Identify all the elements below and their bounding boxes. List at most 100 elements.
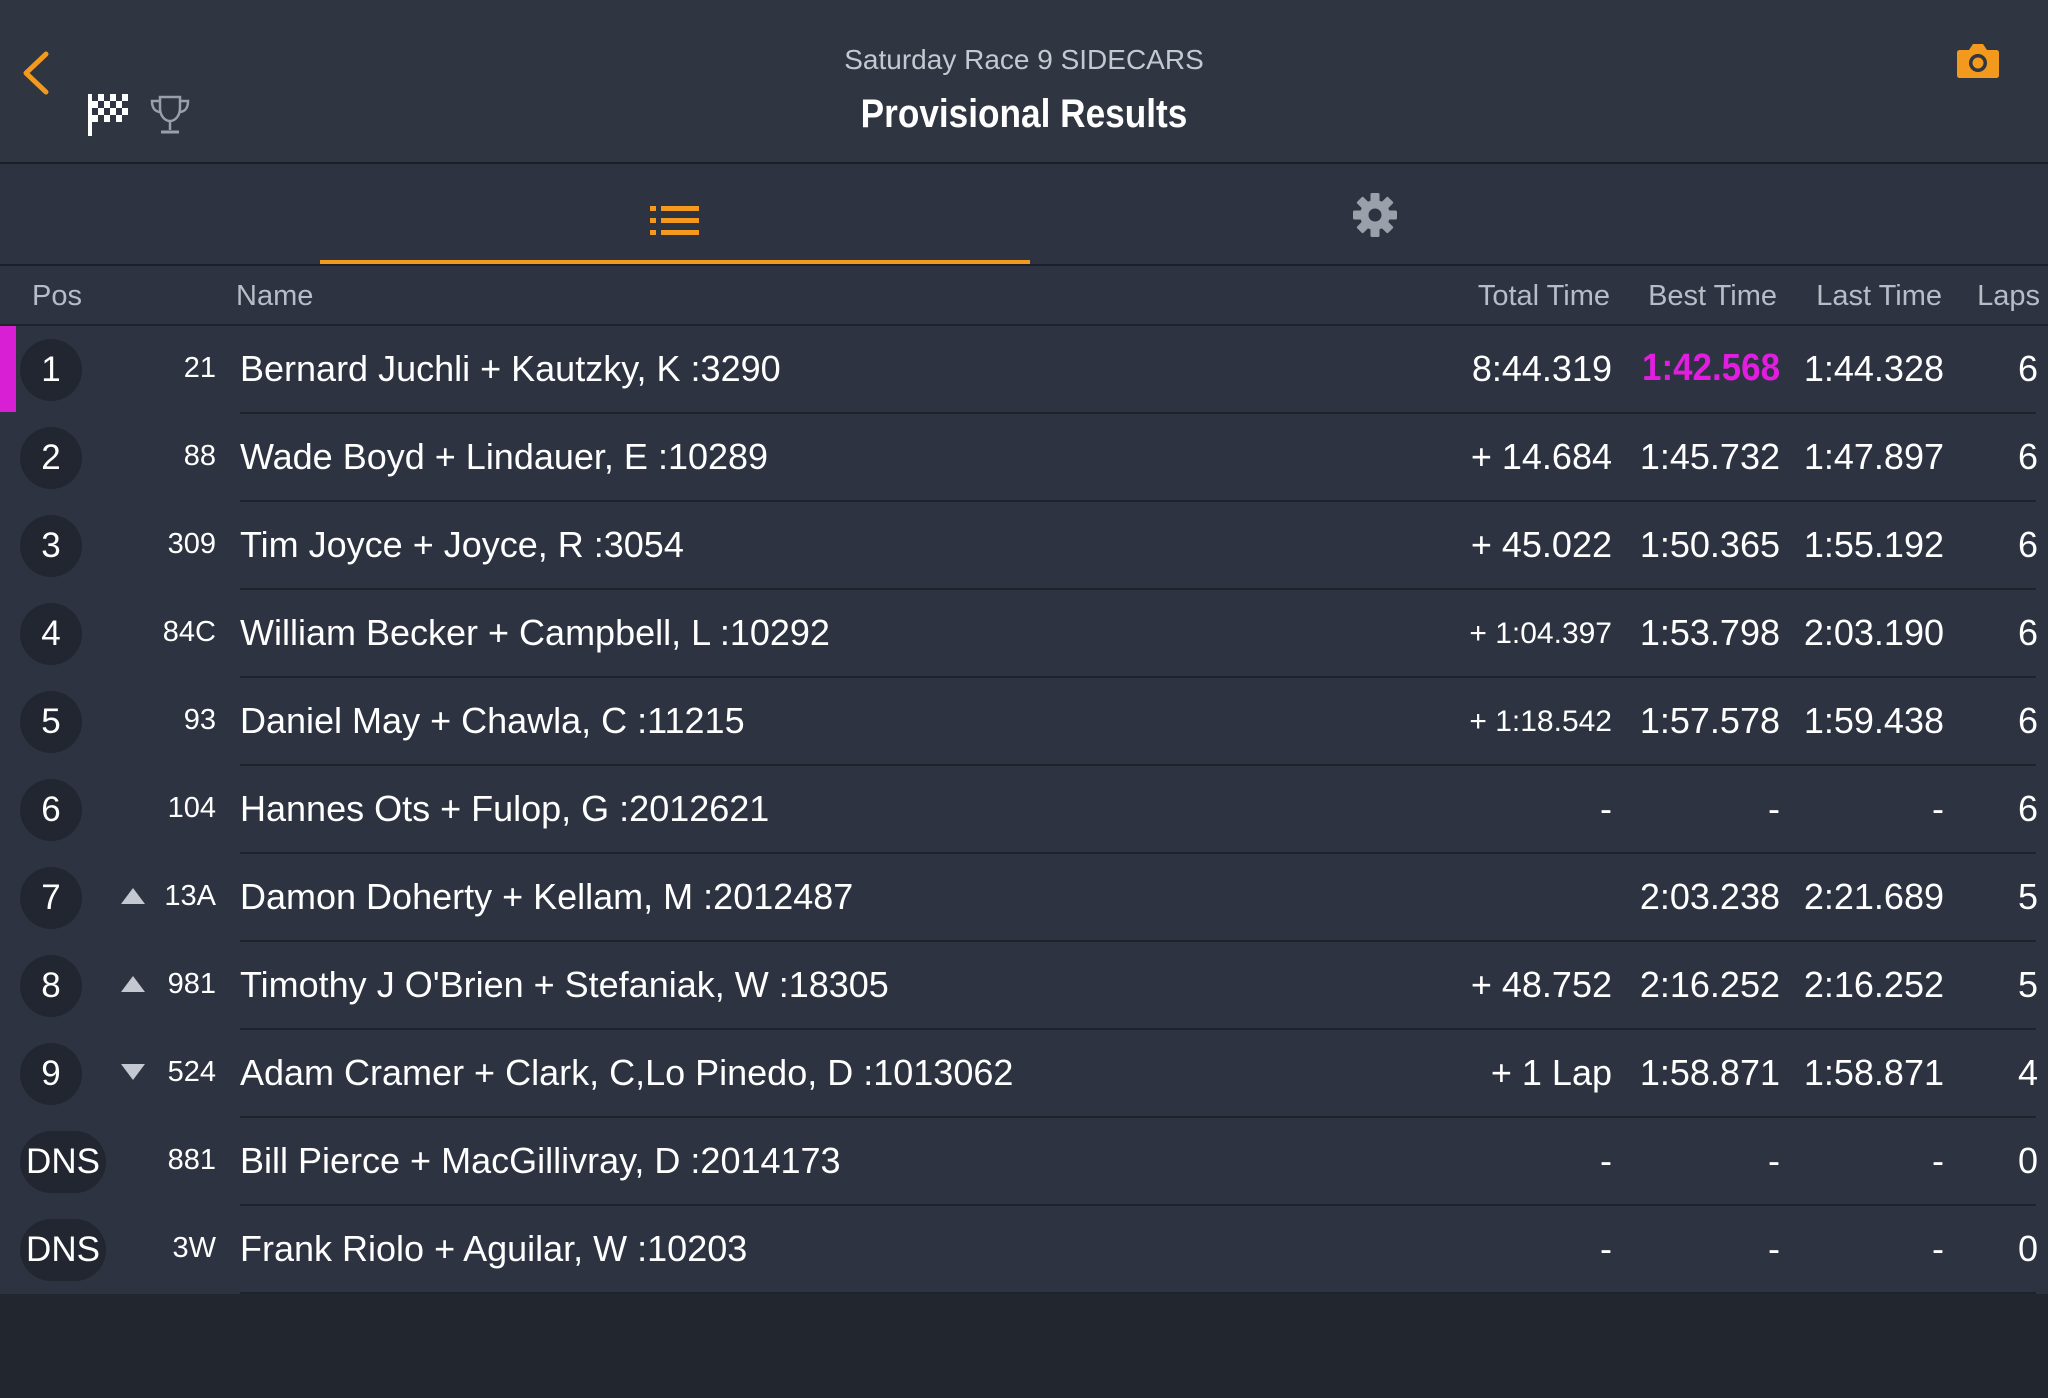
laps-count: 5 (2017, 964, 2038, 1005)
last-time: - (1932, 1140, 1944, 1181)
back-button[interactable] (18, 48, 58, 98)
position-badge: 1 (20, 339, 82, 401)
total-time: + 1:04.397 (1469, 617, 1612, 650)
rider-name: Bernard Juchli + Kautzky, K :3290 (240, 348, 781, 389)
column-best-time: Best Time (1648, 280, 1777, 312)
rider-name: William Becker + Campbell, L :10292 (240, 612, 830, 653)
table-row[interactable]: 4 84C William Becker + Campbell, L :1029… (0, 590, 2048, 678)
empty-list-area (0, 1294, 2048, 1398)
last-time: 2:21.689 (1803, 876, 1944, 917)
laps-count: 4 (2017, 1052, 2038, 1093)
table-row[interactable]: 7 13A Damon Doherty + Kellam, M :2012487… (0, 854, 2048, 942)
race-number: 3W (172, 1232, 217, 1264)
table-row[interactable]: 8 981 Timothy J O'Brien + Stefaniak, W :… (0, 942, 2048, 1030)
tab-bar (0, 166, 2048, 266)
laps-count: 6 (2017, 348, 2038, 389)
laps-count: 0 (2017, 1140, 2038, 1181)
position-badge: 4 (20, 603, 82, 665)
last-time: 1:47.897 (1803, 436, 1944, 477)
laps-count: 6 (2017, 524, 2038, 565)
last-time: 1:59.438 (1803, 700, 1944, 741)
laps-count: 6 (2017, 700, 2038, 741)
rider-name: Tim Joyce + Joyce, R :3054 (240, 524, 684, 565)
rider-name: Damon Doherty + Kellam, M :2012487 (240, 876, 854, 917)
position-badge: 2 (20, 427, 82, 489)
race-number: 524 (167, 1056, 216, 1088)
table-row[interactable]: DNS 3W Frank Riolo + Aguilar, W :10203 -… (0, 1206, 2048, 1294)
last-time: 1:55.192 (1803, 524, 1944, 565)
table-row[interactable]: DNS 881 Bill Pierce + MacGillivray, D :2… (0, 1118, 2048, 1206)
position-badge: 9 (20, 1043, 82, 1105)
last-time: 1:44.328 (1803, 348, 1944, 389)
column-last-time: Last Time (1816, 280, 1942, 312)
position-badge: 8 (20, 955, 82, 1017)
best-time: 1:53.798 (1639, 612, 1780, 653)
results-list: 1 21 Bernard Juchli + Kautzky, K :3290 8… (0, 326, 2048, 1294)
laps-count: 6 (2017, 436, 2038, 477)
race-number: 309 (167, 528, 216, 560)
rider-name: Hannes Ots + Fulop, G :2012621 (240, 788, 770, 829)
last-time: 1:58.871 (1803, 1052, 1944, 1093)
rider-name: Wade Boyd + Lindauer, E :10289 (240, 436, 769, 477)
last-time: - (1932, 1228, 1944, 1269)
total-time: + 1:18.542 (1469, 705, 1612, 738)
race-number: 88 (183, 440, 216, 472)
best-time: - (1768, 1228, 1780, 1269)
table-row[interactable]: 9 524 Adam Cramer + Clark, C,Lo Pinedo, … (0, 1030, 2048, 1118)
race-number: 93 (183, 704, 216, 736)
column-header: Pos Name Total Time Best Time Last Time … (0, 268, 2048, 326)
chevron-left-icon (23, 51, 49, 95)
table-row[interactable]: 3 309 Tim Joyce + Joyce, R :3054 + 45.02… (0, 502, 2048, 590)
camera-icon (1957, 44, 1999, 78)
list-icon (650, 206, 699, 235)
position-badge: 6 (20, 779, 82, 841)
position-up-icon (121, 976, 145, 992)
leader-indicator (0, 326, 16, 412)
last-time: - (1932, 788, 1944, 829)
rider-name: Daniel May + Chawla, C :11215 (240, 700, 745, 741)
rider-name: Bill Pierce + MacGillivray, D :2014173 (240, 1140, 841, 1181)
best-time: 1:50.365 (1639, 524, 1780, 565)
race-subtitle: Saturday Race 9 SIDECARS (844, 44, 1204, 75)
position-badge: 3 (20, 515, 82, 577)
last-time: 2:03.190 (1803, 612, 1944, 653)
position-up-icon (121, 888, 145, 904)
column-name: Name (236, 280, 314, 312)
trophy-icon[interactable] (148, 94, 192, 136)
total-time: - (1600, 1140, 1612, 1181)
position-badge: 7 (20, 867, 82, 929)
table-row[interactable]: 5 93 Daniel May + Chawla, C :11215 + 1:1… (0, 678, 2048, 766)
table-row[interactable]: 1 21 Bernard Juchli + Kautzky, K :3290 8… (0, 326, 2048, 414)
position-badge: DNS (20, 1219, 106, 1281)
column-laps: Laps (1977, 280, 2040, 312)
position-badge: DNS (20, 1131, 106, 1193)
best-time: 1:57.578 (1639, 700, 1780, 741)
laps-count: 0 (2017, 1228, 2038, 1269)
best-time: 2:03.238 (1639, 876, 1780, 917)
tab-results-list[interactable] (320, 166, 1030, 264)
checkered-flag-icon[interactable] (86, 90, 132, 138)
race-number: 104 (167, 792, 216, 824)
race-number: 881 (167, 1144, 216, 1176)
best-time: - (1768, 1140, 1780, 1181)
best-time: 2:16.252 (1639, 964, 1780, 1005)
column-total-time: Total Time (1477, 280, 1610, 312)
table-row[interactable]: 6 104 Hannes Ots + Fulop, G :2012621 - -… (0, 766, 2048, 854)
total-time: 8:44.319 (1471, 348, 1612, 389)
total-time: - (1600, 1228, 1612, 1269)
table-row[interactable]: 2 88 Wade Boyd + Lindauer, E :10289 + 14… (0, 414, 2048, 502)
position-badge: 5 (20, 691, 82, 753)
header-bar: Saturday Race 9 SIDECARS Provisional Res… (0, 0, 2048, 164)
total-time: - (1600, 788, 1612, 829)
race-number: 21 (183, 352, 216, 384)
laps-count: 6 (2017, 612, 2038, 653)
gear-icon (1353, 193, 1397, 237)
tab-settings[interactable] (1030, 166, 1720, 264)
laps-count: 5 (2017, 876, 2038, 917)
page-title: Provisional Results (860, 92, 1188, 136)
best-time: 1:42.568 (1641, 347, 1780, 389)
rider-name: Frank Riolo + Aguilar, W :10203 (240, 1228, 748, 1269)
last-time: 2:16.252 (1803, 964, 1944, 1005)
camera-button[interactable] (1956, 40, 2000, 80)
